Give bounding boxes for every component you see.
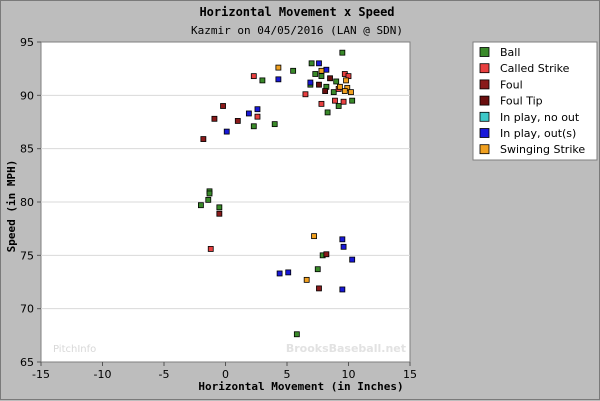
point-foul-tip [322, 88, 329, 94]
point-swinging-strike [348, 89, 354, 96]
point-ball [324, 109, 331, 116]
legend-swatch-called-strike [479, 63, 490, 74]
point-ball [293, 331, 300, 338]
y-tick-label: 75 [20, 249, 34, 262]
point-in-play-out-s [275, 76, 282, 83]
point-foul [216, 210, 223, 217]
point-ball [339, 49, 346, 56]
point-in-play-out-s [316, 60, 322, 67]
legend-label-foul: Foul [500, 78, 523, 91]
watermark-pitchinfo: PitchInfo [53, 344, 96, 355]
y-axis-label: Speed (in MPH) [5, 160, 18, 253]
point-swinging-strike [303, 276, 310, 283]
legend-label-ball: Ball [500, 46, 520, 59]
x-tick-label: -5 [159, 368, 170, 381]
legend: Ball Called Strike Foul Foul Tip In play, no… [479, 46, 585, 156]
point-foul [211, 115, 218, 122]
point-foul [234, 118, 241, 124]
y-tick-label: 95 [20, 36, 34, 49]
point-called-strike [207, 246, 214, 252]
point-foul [323, 251, 330, 258]
point-in-play-out-s [254, 106, 261, 113]
point-in-play-out-s [339, 286, 346, 293]
x-tick-label: 0 [222, 368, 229, 381]
y-tick-label: 90 [20, 89, 34, 102]
x-tick-label: -10 [94, 368, 112, 381]
legend-swatch-in-play-no-out [479, 111, 490, 122]
point-called-strike [254, 113, 261, 120]
point-swinging-strike [318, 67, 325, 74]
watermark-brooksbaseball: BrooksBaseball.net [286, 342, 406, 355]
y-tick-label: 80 [20, 196, 34, 209]
legend-label-in-play-out-s: In play, out(s) [500, 127, 576, 140]
point-in-play-out-s [340, 243, 347, 250]
point-called-strike [250, 73, 257, 80]
legend-label-foul-tip: Foul Tip [500, 95, 543, 108]
point-swinging-strike [336, 83, 343, 90]
point-ball [250, 123, 257, 130]
x-tick-label: 15 [403, 368, 417, 381]
point-called-strike [302, 91, 309, 98]
point-called-strike [332, 97, 338, 104]
point-swinging-strike [275, 64, 282, 71]
legend-swatch-swinging-strike [479, 144, 490, 155]
point-in-play-out-s [349, 256, 356, 263]
y-tick-label: 85 [20, 143, 34, 156]
point-ball [314, 266, 321, 273]
point-ball [318, 73, 325, 80]
chart-title: Horizontal Movement x Speed [199, 5, 394, 19]
point-ball [349, 97, 356, 104]
point-in-play-out-s [323, 66, 330, 73]
legend-swatch-foul-tip [479, 95, 490, 106]
x-tick-label: -15 [32, 368, 50, 381]
point-foul [200, 136, 207, 142]
point-ball [205, 196, 212, 203]
y-tick-label: 65 [20, 356, 34, 369]
point-layer [197, 49, 356, 338]
point-in-play-out-s [339, 236, 346, 243]
point-foul [220, 103, 226, 109]
point-ball [330, 89, 337, 96]
legend-label-in-play-no-out: In play, no out [500, 111, 580, 124]
point-ball [333, 78, 340, 85]
point-in-play-out-s [285, 269, 292, 276]
chart-subtitle: Kazmir on 04/05/2016 (LAN @ SDN) [191, 24, 403, 37]
point-foul [316, 285, 322, 292]
point-foul-tip [327, 75, 333, 82]
legend-label-called-strike: Called Strike [500, 62, 570, 75]
point-swinging-strike [311, 233, 317, 240]
point-ball [290, 67, 297, 74]
point-ball [197, 202, 204, 209]
point-ball [312, 71, 319, 77]
grid-layer [41, 94, 410, 310]
x-tick-label: 5 [284, 368, 291, 381]
legend-box [472, 41, 598, 161]
point-swinging-strike [341, 88, 348, 94]
legend-swatch-ball [479, 47, 490, 57]
point-in-play-out-s [307, 79, 314, 86]
tick-layer: 65 70 75 80 85 90 95 -15 -10 -5 0 5 10 15 [20, 36, 417, 381]
point-ball [216, 204, 223, 211]
legend-swatch-foul [479, 79, 490, 90]
point-ball [206, 190, 213, 197]
point-ball [259, 77, 266, 84]
x-tick-label: 10 [342, 368, 356, 381]
point-ball [308, 60, 315, 67]
legend-label-swinging-strike: Swinging Strike [500, 143, 585, 156]
point-swinging-strike [343, 77, 349, 84]
point-in-play-out-s [223, 128, 230, 135]
point-in-play-out-s [245, 110, 252, 117]
y-tick-label: 70 [20, 303, 34, 316]
point-called-strike [318, 100, 325, 107]
point-foul-tip [316, 81, 322, 88]
x-axis-label: Horizontal Movement (in Inches) [198, 380, 403, 393]
point-ball [335, 103, 342, 109]
point-in-play-out-s [276, 270, 283, 277]
legend-swatch-in-play-out-s [479, 128, 490, 138]
point-called-strike [340, 98, 347, 105]
point-ball [271, 121, 278, 128]
